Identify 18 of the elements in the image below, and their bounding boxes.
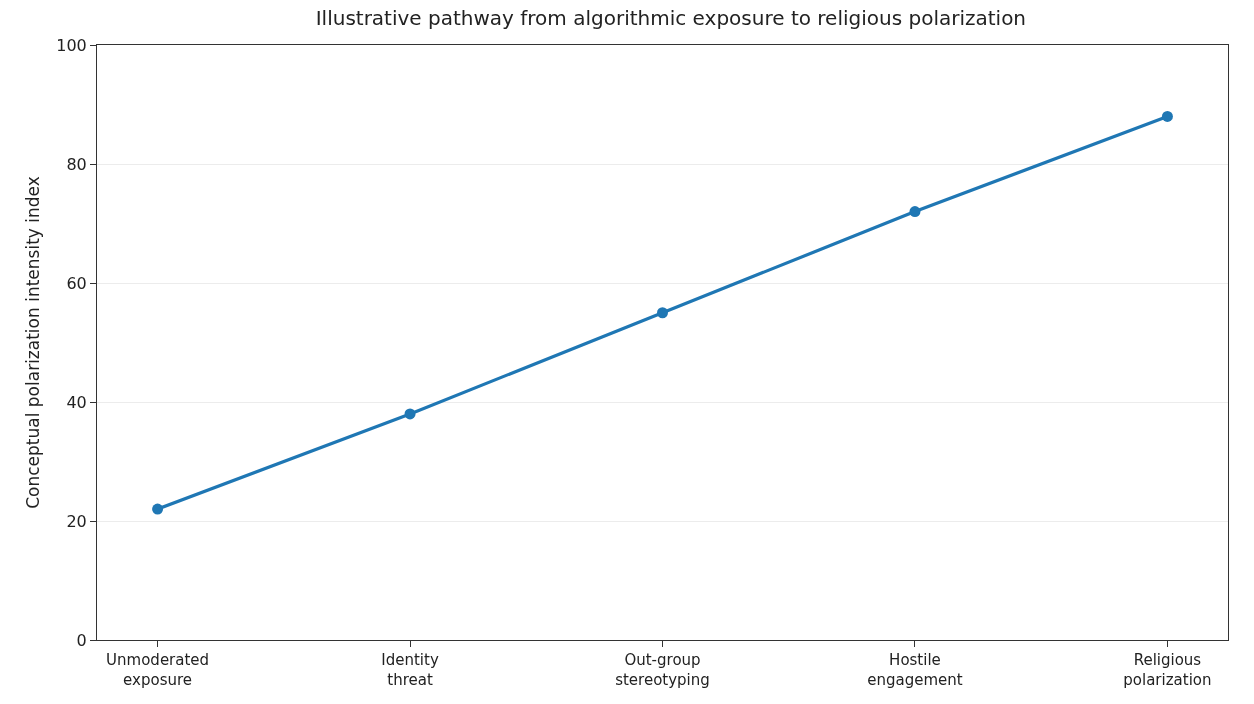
x-tick-label: Unmoderated exposure bbox=[106, 651, 210, 689]
x-tick-label: Identity threat bbox=[381, 651, 439, 689]
y-axis-title: Conceptual polarization intensity index bbox=[22, 176, 43, 509]
y-tick-label: 100 bbox=[56, 35, 87, 55]
point bbox=[404, 408, 416, 420]
y-tick-label: 0 bbox=[76, 630, 87, 650]
x-tick-label: Out-group stereotyping bbox=[615, 651, 710, 689]
y-tick-label: 20 bbox=[66, 511, 87, 531]
y-tick-label: 60 bbox=[66, 273, 87, 293]
y-tick-label: 80 bbox=[66, 154, 87, 174]
point bbox=[657, 307, 668, 319]
point bbox=[152, 503, 164, 515]
x-tick-label: Religious polarization bbox=[1123, 651, 1212, 689]
y-tick-label: 40 bbox=[66, 392, 87, 412]
chart-title: Illustrative pathway from algorithmic exposure to religious polarization bbox=[315, 5, 1027, 30]
point bbox=[909, 206, 921, 218]
point bbox=[1161, 110, 1173, 122]
x-tick-label: Hostile engagement bbox=[867, 651, 963, 689]
